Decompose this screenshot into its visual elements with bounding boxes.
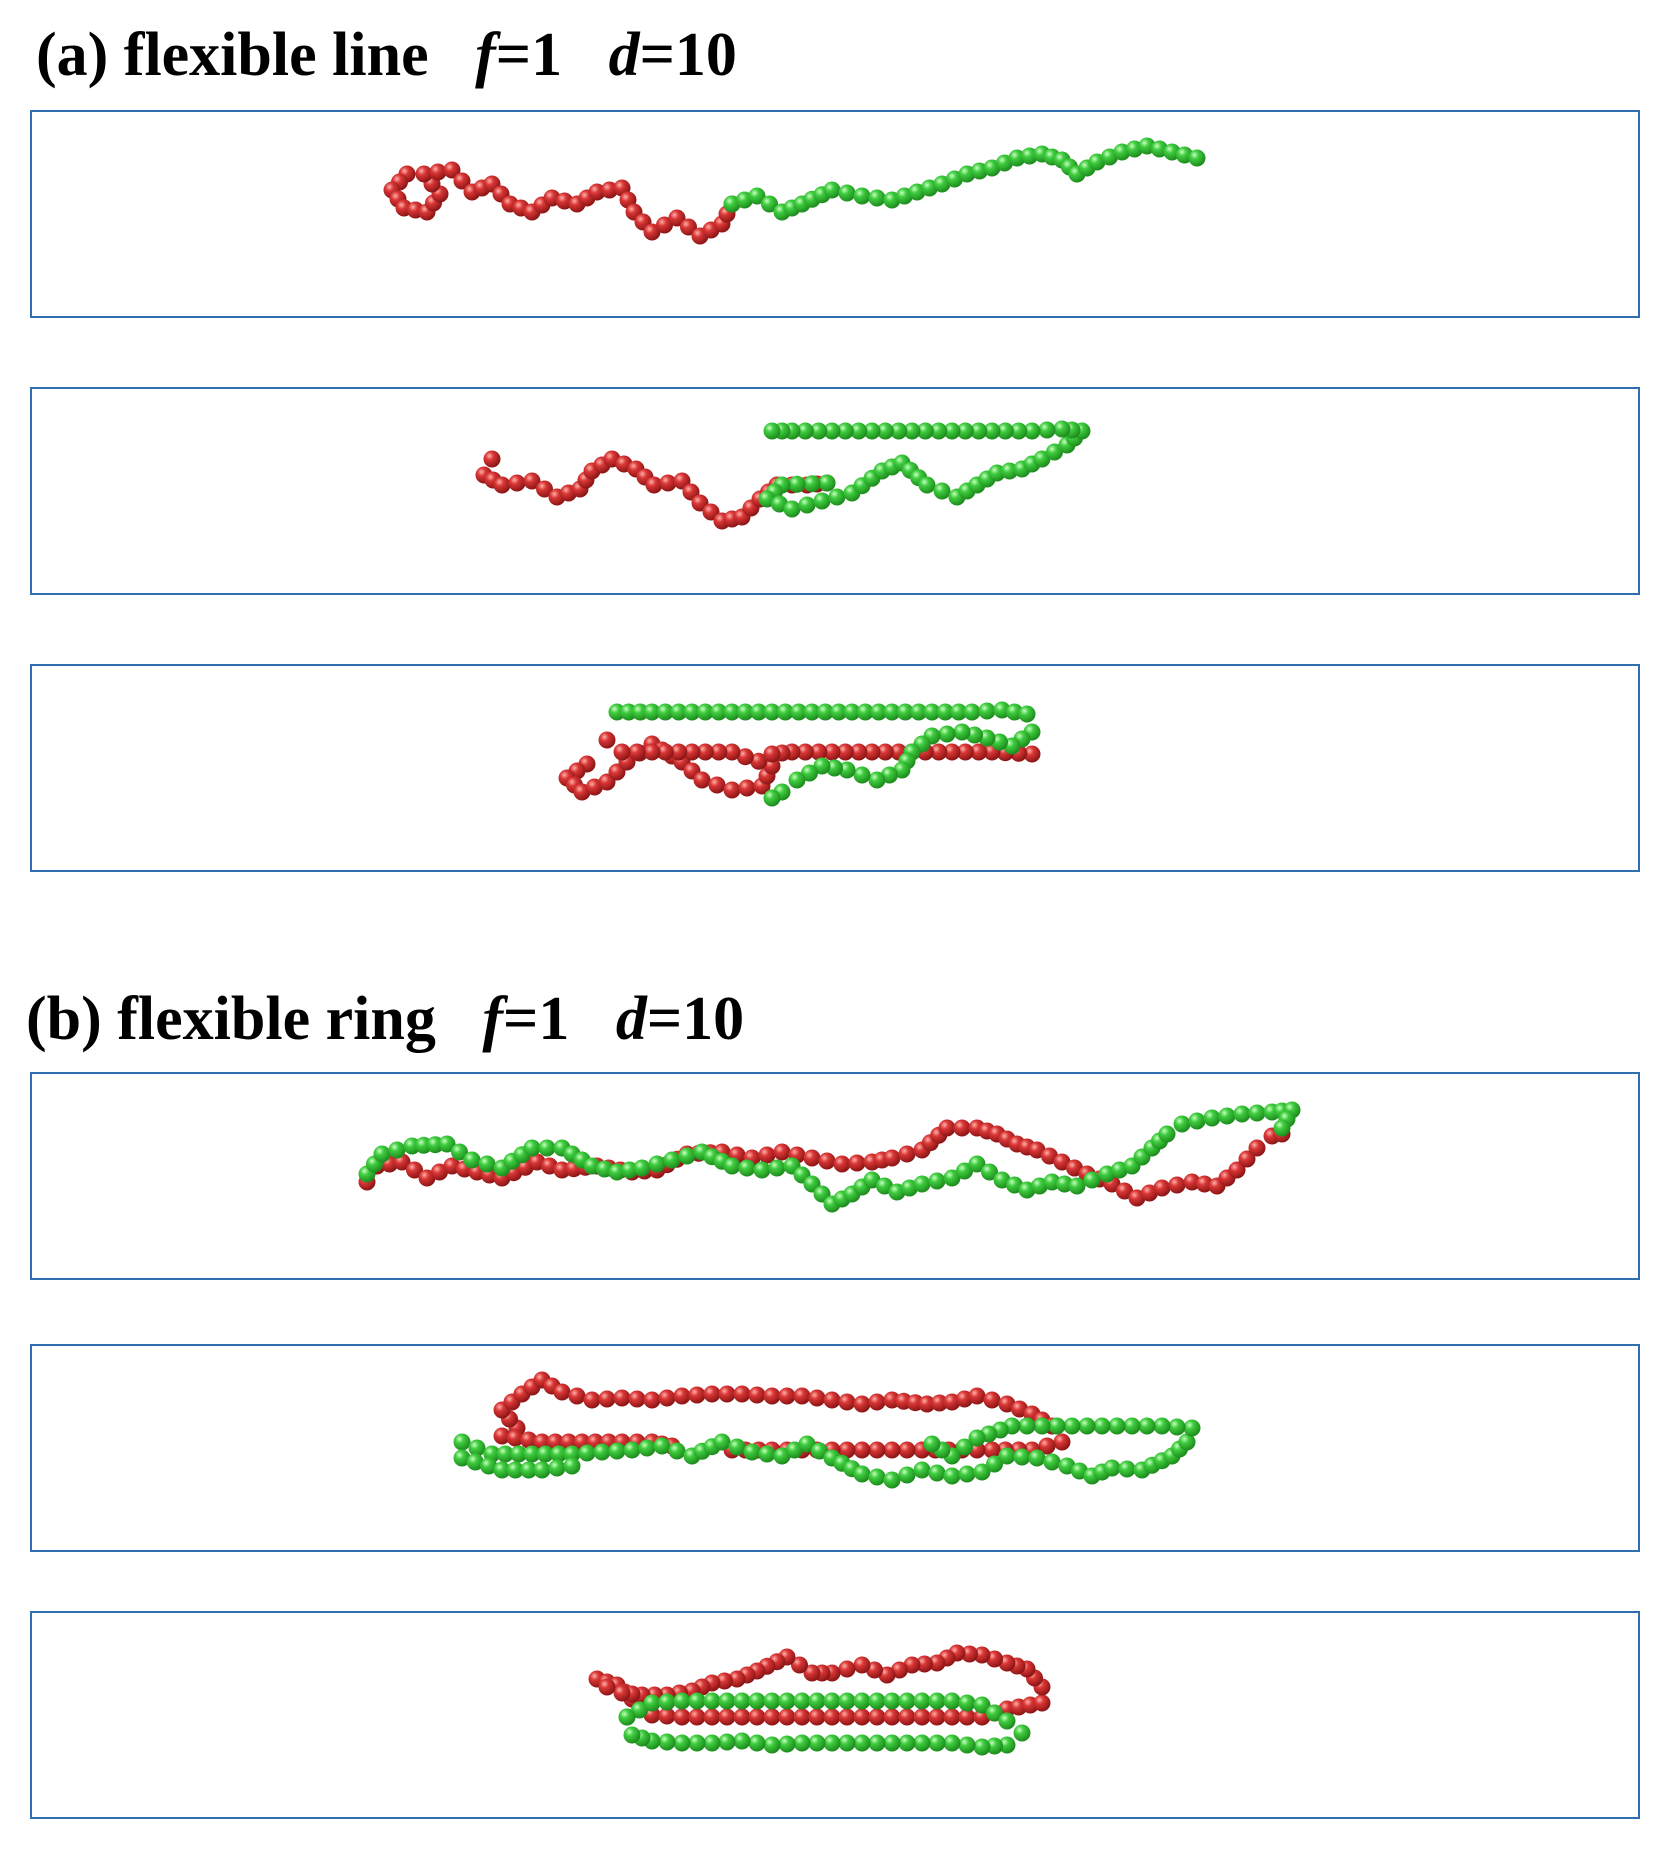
polymer-snapshot (588, 1644, 1051, 1756)
snapshot-panel-b2 (30, 1344, 1640, 1552)
polymer-snapshot (558, 701, 1041, 807)
section-a-d-symbol: d (608, 21, 640, 89)
section-b-prefix: (b) flexible ring (26, 985, 436, 1053)
snapshot-panel-a2 (30, 387, 1640, 595)
section-b-d-symbol: d (615, 985, 647, 1053)
section-a-prefix: (a) flexible line (36, 21, 429, 89)
snapshot-panel-b1 (30, 1072, 1640, 1280)
section-a-title: (a) flexible line f=1 d=10 (36, 24, 737, 86)
section-b-f-value: =1 (503, 985, 570, 1053)
section-b-d-value: =10 (646, 985, 745, 1053)
snapshot-panel-a1 (30, 110, 1640, 318)
section-a-f-value: =1 (495, 21, 563, 89)
polymer-snapshot (383, 137, 1206, 245)
polymer-snapshot (453, 1371, 1201, 1489)
section-b-title: (b) flexible ring f=1 d=10 (26, 988, 744, 1050)
polymer-snapshot (358, 1101, 1301, 1213)
section-a-d-value: =10 (639, 21, 737, 89)
polymer-snapshot (475, 420, 1091, 530)
snapshot-panel-b3 (30, 1611, 1640, 1819)
section-b-f-symbol: f (482, 985, 503, 1053)
snapshot-panel-a3 (30, 664, 1640, 872)
section-a-f-symbol: f (475, 21, 496, 89)
